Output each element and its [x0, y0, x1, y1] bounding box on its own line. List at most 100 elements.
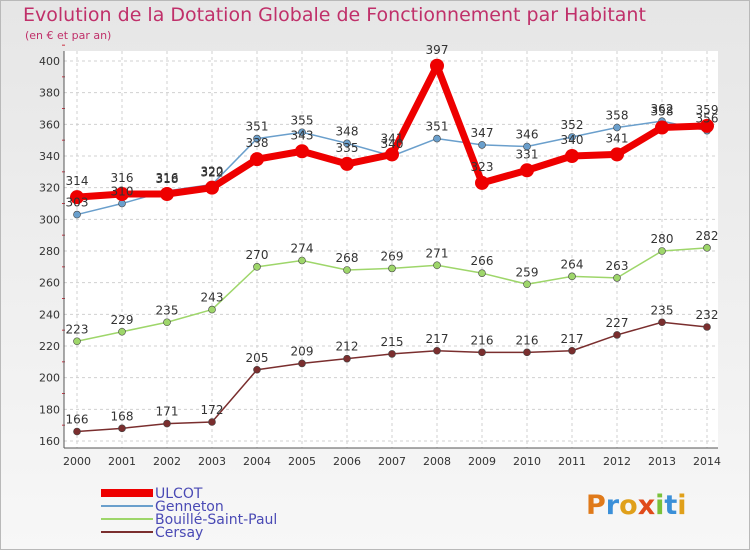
x-tick-label: 2013	[648, 455, 676, 468]
data-point	[430, 58, 444, 73]
data-point	[610, 147, 624, 162]
x-tick-label: 2011	[558, 455, 586, 468]
x-tick-label: 2009	[468, 455, 496, 468]
data-label: 318	[156, 172, 179, 186]
data-label: 280	[651, 232, 674, 246]
y-tick-label: 360	[39, 118, 60, 131]
data-label: 322	[201, 166, 224, 180]
x-tick-label: 2012	[603, 455, 631, 468]
data-point	[613, 274, 621, 282]
data-label: 268	[336, 251, 359, 265]
data-label: 216	[516, 333, 539, 347]
logo-letter: i	[655, 490, 665, 521]
axes: 160 180 200 220 240 260 280 300 320 340 360 380 400 2…	[39, 44, 721, 468]
data-label: 338	[246, 136, 269, 150]
data-label: 355	[291, 113, 314, 127]
data-point	[658, 318, 666, 327]
data-label: 314	[66, 174, 89, 188]
data-label: 341	[381, 131, 404, 145]
data-label: 271	[426, 246, 449, 260]
data-point	[160, 187, 174, 201]
data-point	[163, 419, 171, 428]
y-tick-label: 340	[39, 150, 60, 163]
data-point	[163, 318, 171, 327]
data-label: 351	[246, 120, 269, 134]
data-point	[340, 156, 354, 171]
y-tick-label: 280	[39, 245, 60, 258]
data-label: 323	[471, 160, 494, 174]
data-label: 331	[516, 147, 539, 161]
data-point	[343, 266, 351, 274]
data-label: 171	[156, 405, 179, 419]
chart-title: Evolution de la Dotation Globale de Fonc…	[23, 4, 646, 26]
data-point	[433, 261, 441, 270]
data-point	[433, 346, 441, 355]
data-label: 282	[696, 229, 719, 243]
data-point	[343, 139, 351, 148]
data-label: 343	[291, 128, 314, 142]
y-tick-label: 240	[39, 308, 60, 321]
data-point	[523, 280, 531, 289]
data-label: 341	[606, 131, 629, 145]
data-point	[115, 187, 129, 201]
data-label: 227	[606, 316, 629, 330]
data-point	[658, 247, 666, 255]
data-point	[298, 359, 306, 368]
x-tick-label: 2007	[378, 455, 406, 468]
data-point	[73, 337, 81, 346]
chart-subtitle: (en € et par an)	[25, 29, 112, 42]
data-point	[523, 348, 531, 357]
data-point	[433, 134, 441, 143]
data-label: 223	[66, 322, 89, 336]
proxiti-logo: Proxiti	[586, 490, 687, 521]
data-point	[568, 133, 576, 141]
data-point	[475, 175, 489, 190]
data-label: 166	[66, 413, 89, 427]
legend-label: ULCOT	[155, 486, 203, 502]
x-tick-label: 2001	[108, 455, 136, 468]
x-tick-label: 2002	[153, 455, 181, 468]
data-point	[205, 180, 219, 195]
data-point	[73, 427, 81, 436]
data-label: 340	[561, 133, 584, 147]
data-label: 356	[696, 112, 719, 126]
logo-letter: r	[605, 490, 620, 521]
x-tick-label: 2008	[423, 455, 451, 468]
data-point	[253, 365, 261, 374]
data-label: 259	[516, 265, 539, 279]
y-tick-label: 400	[39, 55, 60, 68]
data-point	[700, 118, 714, 133]
data-label: 270	[246, 248, 269, 262]
data-point	[613, 331, 621, 339]
x-tick-label: 2003	[198, 455, 226, 468]
data-label: 168	[111, 409, 134, 423]
data-point	[118, 327, 126, 336]
data-label: 310	[111, 185, 134, 199]
data-point	[613, 123, 621, 132]
grid	[64, 51, 718, 448]
data-point	[73, 210, 81, 219]
logo-letter: t	[664, 490, 678, 521]
x-tick-label: 2004	[243, 455, 271, 468]
data-label: 216	[471, 333, 494, 347]
data-label: 346	[516, 128, 539, 142]
data-point	[295, 144, 309, 159]
data-label: 263	[606, 259, 629, 273]
data-point	[478, 269, 486, 277]
data-label: 235	[651, 303, 674, 317]
data-label: 347	[471, 126, 494, 140]
data-labels: 166 168 171 172 205 209 212 215 217 216 216 217 227 2…	[66, 43, 719, 427]
logo-letter: P	[586, 490, 606, 521]
data-point	[253, 263, 261, 271]
data-label: 232	[696, 308, 719, 322]
data-point	[70, 190, 84, 205]
data-point	[478, 348, 486, 357]
data-point	[388, 264, 396, 273]
y-tick-label: 300	[39, 213, 60, 226]
data-label: 348	[336, 124, 359, 138]
legend-label: Genneton	[155, 499, 224, 515]
y-tick-label: 380	[39, 87, 60, 100]
data-label: 269	[381, 249, 404, 263]
